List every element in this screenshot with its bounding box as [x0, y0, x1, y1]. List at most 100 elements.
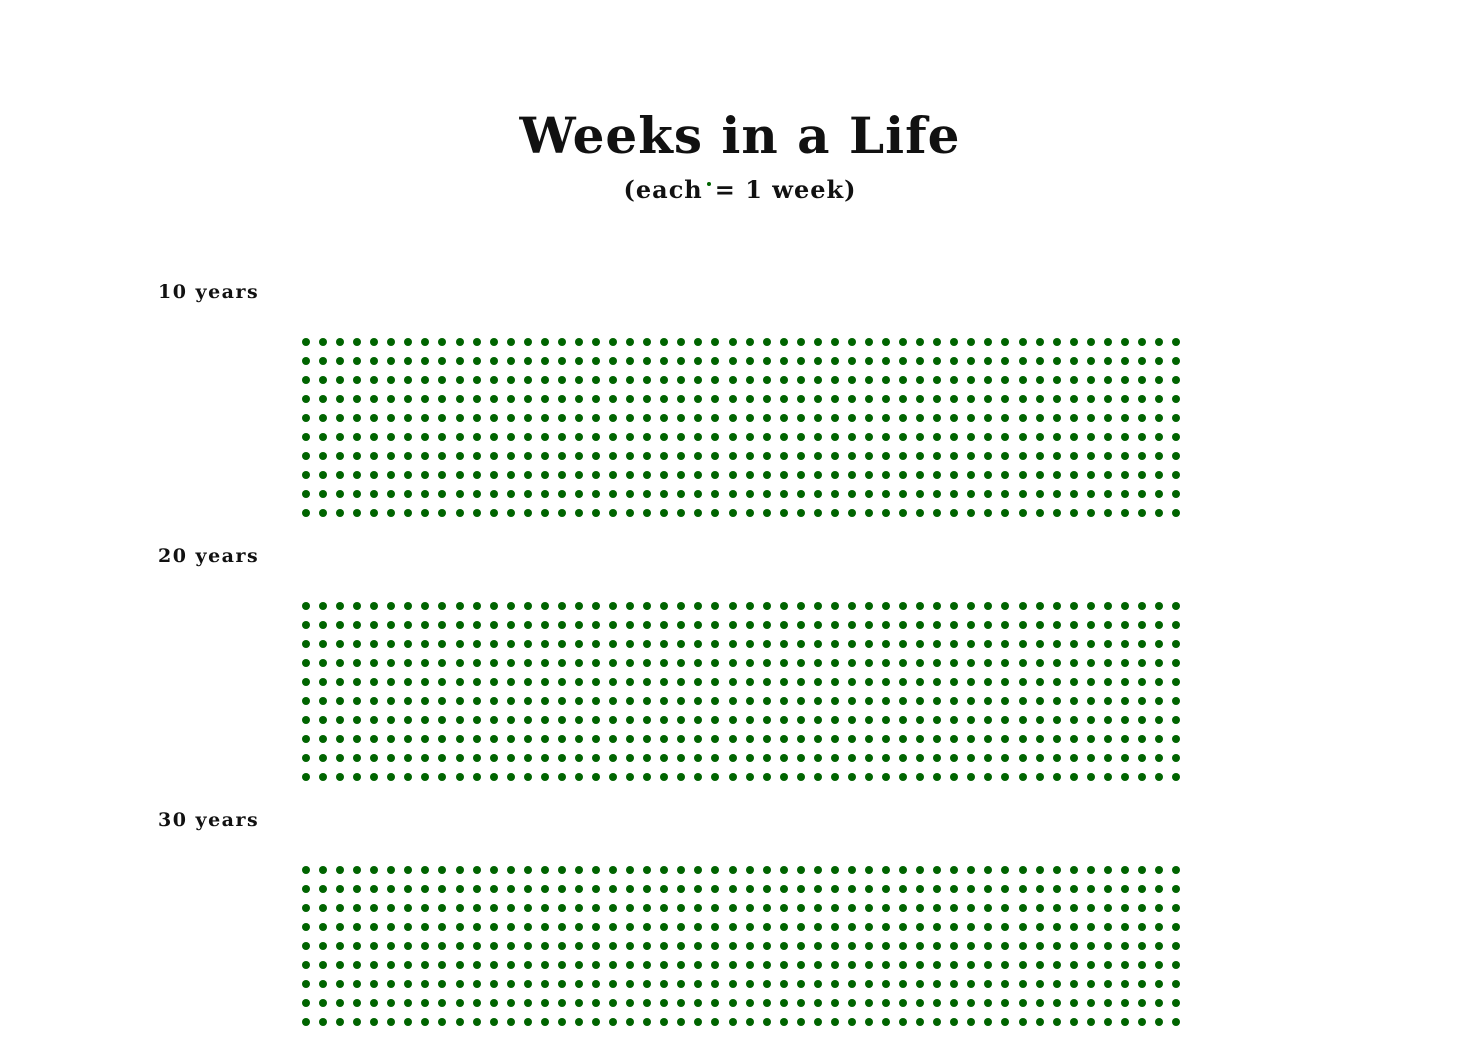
- week-dot: [523, 999, 532, 1007]
- week-dot: [540, 1018, 549, 1026]
- week-dot: [745, 490, 754, 498]
- week-dot: [1035, 885, 1044, 893]
- week-dot: [1035, 433, 1044, 441]
- week-dot: [677, 923, 686, 931]
- week-dot: [779, 999, 788, 1007]
- week-dot: [916, 904, 925, 912]
- week-dot: [404, 338, 413, 346]
- week-dot: [950, 773, 959, 781]
- week-dot: [950, 376, 959, 384]
- week-dot: [1172, 923, 1181, 931]
- week-dot: [370, 1018, 379, 1026]
- week-dot: [660, 659, 669, 667]
- week-dot: [933, 433, 942, 441]
- week-dot: [302, 904, 310, 912]
- week-dot: [472, 338, 481, 346]
- week-dot: [882, 452, 891, 460]
- week-dot: [677, 659, 686, 667]
- week-dot: [302, 961, 310, 969]
- week-dot: [745, 904, 754, 912]
- week-dot: [677, 471, 686, 479]
- week-dot: [404, 735, 413, 743]
- week-dot: [455, 999, 464, 1007]
- week-dot: [813, 357, 822, 365]
- week-dot: [557, 885, 566, 893]
- week-dot: [455, 414, 464, 422]
- week-dot: [523, 357, 532, 365]
- week-dot: [592, 1018, 601, 1026]
- week-dot: [336, 1018, 345, 1026]
- week-dot: [523, 716, 532, 724]
- week-dot: [1001, 338, 1010, 346]
- week-dot: [557, 433, 566, 441]
- week-dot: [506, 735, 515, 743]
- page-title: Weeks in a Life: [519, 106, 961, 165]
- week-dot: [302, 942, 310, 950]
- week-dot: [1035, 1018, 1044, 1026]
- week-dot: [728, 414, 737, 422]
- week-dot: [421, 659, 430, 667]
- week-dot: [455, 866, 464, 874]
- week-dot: [677, 716, 686, 724]
- week-dot: [847, 904, 856, 912]
- week-grid-decade-1: [300, 338, 1181, 518]
- week-dot: [830, 697, 839, 705]
- week-dot: [540, 678, 549, 686]
- week-dot: [626, 866, 635, 874]
- week-dot: [694, 376, 703, 384]
- week-dot: [967, 414, 976, 422]
- week-dot: [1035, 602, 1044, 610]
- week-dot: [643, 376, 652, 384]
- week-dot: [694, 923, 703, 931]
- week-dot: [677, 885, 686, 893]
- week-dot: [728, 735, 737, 743]
- week-dot: [557, 490, 566, 498]
- week-dot: [660, 678, 669, 686]
- week-dot: [1172, 678, 1181, 686]
- week-dot: [967, 773, 976, 781]
- week-dot: [319, 659, 328, 667]
- week-dot: [353, 621, 362, 629]
- week-dot: [626, 754, 635, 762]
- week-dot: [387, 376, 396, 384]
- week-dot: [1103, 471, 1112, 479]
- week-dot: [540, 697, 549, 705]
- week-dot: [899, 452, 908, 460]
- week-dot: [847, 735, 856, 743]
- week-dot: [1155, 490, 1163, 498]
- week-dot: [813, 414, 822, 422]
- week-dot: [404, 640, 413, 648]
- week-dot: [899, 338, 908, 346]
- week-dot: [336, 621, 345, 629]
- week-dot: [916, 659, 925, 667]
- week-dot: [1001, 640, 1010, 648]
- week-dot: [899, 471, 908, 479]
- week-dot: [728, 904, 737, 912]
- week-dot: [711, 904, 720, 912]
- week-dot: [864, 338, 873, 346]
- week-dot: [438, 357, 447, 365]
- week-dot: [302, 980, 310, 988]
- week-dot: [353, 414, 362, 422]
- week-dot: [609, 395, 618, 403]
- week-dot: [574, 640, 583, 648]
- week-dot: [336, 357, 345, 365]
- week-dot: [882, 754, 891, 762]
- week-dot: [370, 885, 379, 893]
- week-dot: [472, 999, 481, 1007]
- week-dot: [1035, 640, 1044, 648]
- week-dot: [626, 659, 635, 667]
- week-dot: [864, 697, 873, 705]
- week-dot: [540, 999, 549, 1007]
- week-dot: [626, 640, 635, 648]
- legend-suffix: = 1 week): [714, 175, 857, 204]
- week-dot: [489, 376, 498, 384]
- week-dot: [711, 621, 720, 629]
- week-dot: [472, 735, 481, 743]
- week-dot: [1035, 999, 1044, 1007]
- week-dot: [796, 999, 805, 1007]
- week-dot: [1052, 1018, 1061, 1026]
- week-dot: [1018, 357, 1027, 365]
- week-dot: [626, 433, 635, 441]
- week-dot: [984, 754, 993, 762]
